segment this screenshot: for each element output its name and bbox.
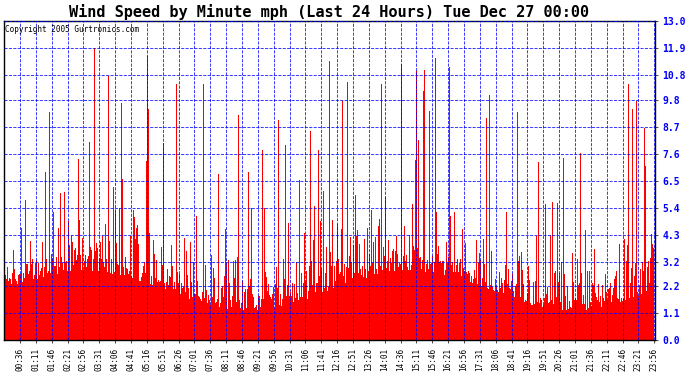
Text: Copyright 2005 Gurtronics.com: Copyright 2005 Gurtronics.com — [5, 24, 139, 33]
Title: Wind Speed by Minute mph (Last 24 Hours) Tue Dec 27 00:00: Wind Speed by Minute mph (Last 24 Hours)… — [70, 4, 589, 20]
